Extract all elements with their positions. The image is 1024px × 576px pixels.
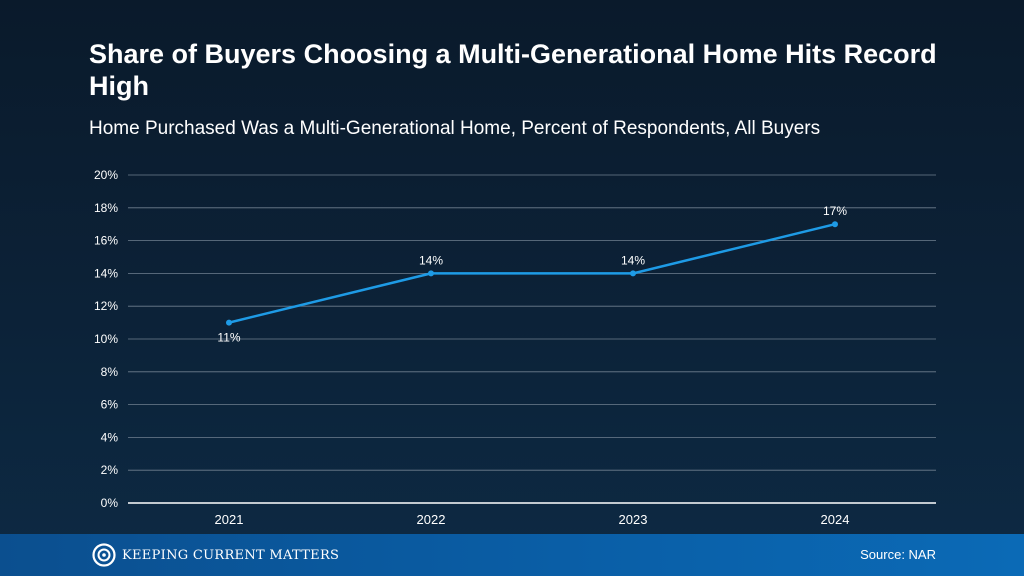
line-chart: 0% 2% 4% 6% 8% 10% 12% 14% 16% 18% 20% 2021 2022 2023… (94, 168, 936, 527)
data-label: 14% (621, 253, 645, 267)
data-point (226, 319, 232, 326)
y-tick-label: 8% (101, 365, 119, 379)
x-tick-label: 2021 (215, 512, 244, 527)
footer-bar: Keeping Current Matters Source: NAR (0, 534, 1024, 576)
y-tick-label: 20% (94, 168, 118, 182)
y-tick-label: 12% (94, 299, 118, 313)
y-tick-label: 16% (94, 234, 118, 248)
chart-subtitle: Home Purchased Was a Multi-Generational … (89, 118, 821, 139)
brand-name: Keeping Current Matters (122, 547, 340, 563)
y-tick-label: 18% (94, 201, 118, 215)
y-tick-label: 14% (94, 266, 118, 280)
data-label: 11% (217, 331, 240, 345)
data-point (630, 270, 636, 277)
kcm-logo-icon (92, 543, 116, 567)
data-point (832, 221, 838, 228)
data-point (428, 270, 434, 277)
x-tick-label: 2023 (619, 512, 648, 527)
data-label: 17% (823, 204, 847, 218)
x-tick-label: 2024 (821, 512, 850, 527)
chart-title: Share of Buyers Choosing a Multi-Generat… (89, 39, 937, 101)
y-tick-label: 2% (101, 463, 119, 477)
data-label: 14% (419, 253, 443, 267)
y-tick-label: 4% (101, 430, 119, 444)
y-tick-label: 10% (94, 332, 118, 346)
x-tick-label: 2022 (417, 512, 446, 527)
source-note: Source: NAR (860, 547, 936, 562)
series-line (228, 222, 836, 324)
y-tick-label: 0% (101, 496, 119, 510)
y-tick-label: 6% (101, 398, 119, 412)
brand-logo: Keeping Current Matters (92, 543, 339, 567)
